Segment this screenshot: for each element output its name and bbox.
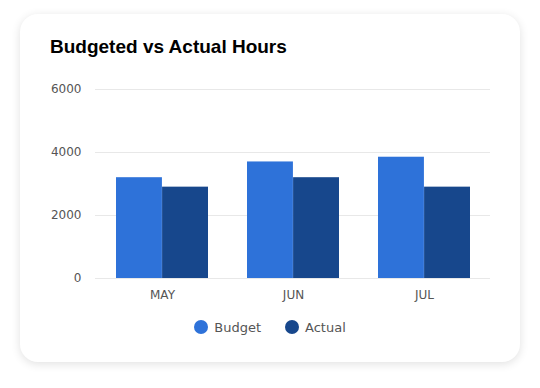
svg-text:JUL: JUL xyxy=(414,288,434,302)
svg-text:0: 0 xyxy=(74,271,82,285)
html-text:Actual: Actual xyxy=(305,319,346,335)
svg-text:MAY: MAY xyxy=(150,288,176,302)
html-text:Budget: Budget xyxy=(214,319,261,335)
svg-text:6000: 6000 xyxy=(51,82,82,96)
html-text:Budgeted vs Actual Hours: Budgeted vs Actual Hours xyxy=(50,36,287,57)
svg-text:JUN: JUN xyxy=(282,288,304,302)
svg-text:2000: 2000 xyxy=(51,208,82,222)
svg-text:4000: 4000 xyxy=(51,145,82,159)
